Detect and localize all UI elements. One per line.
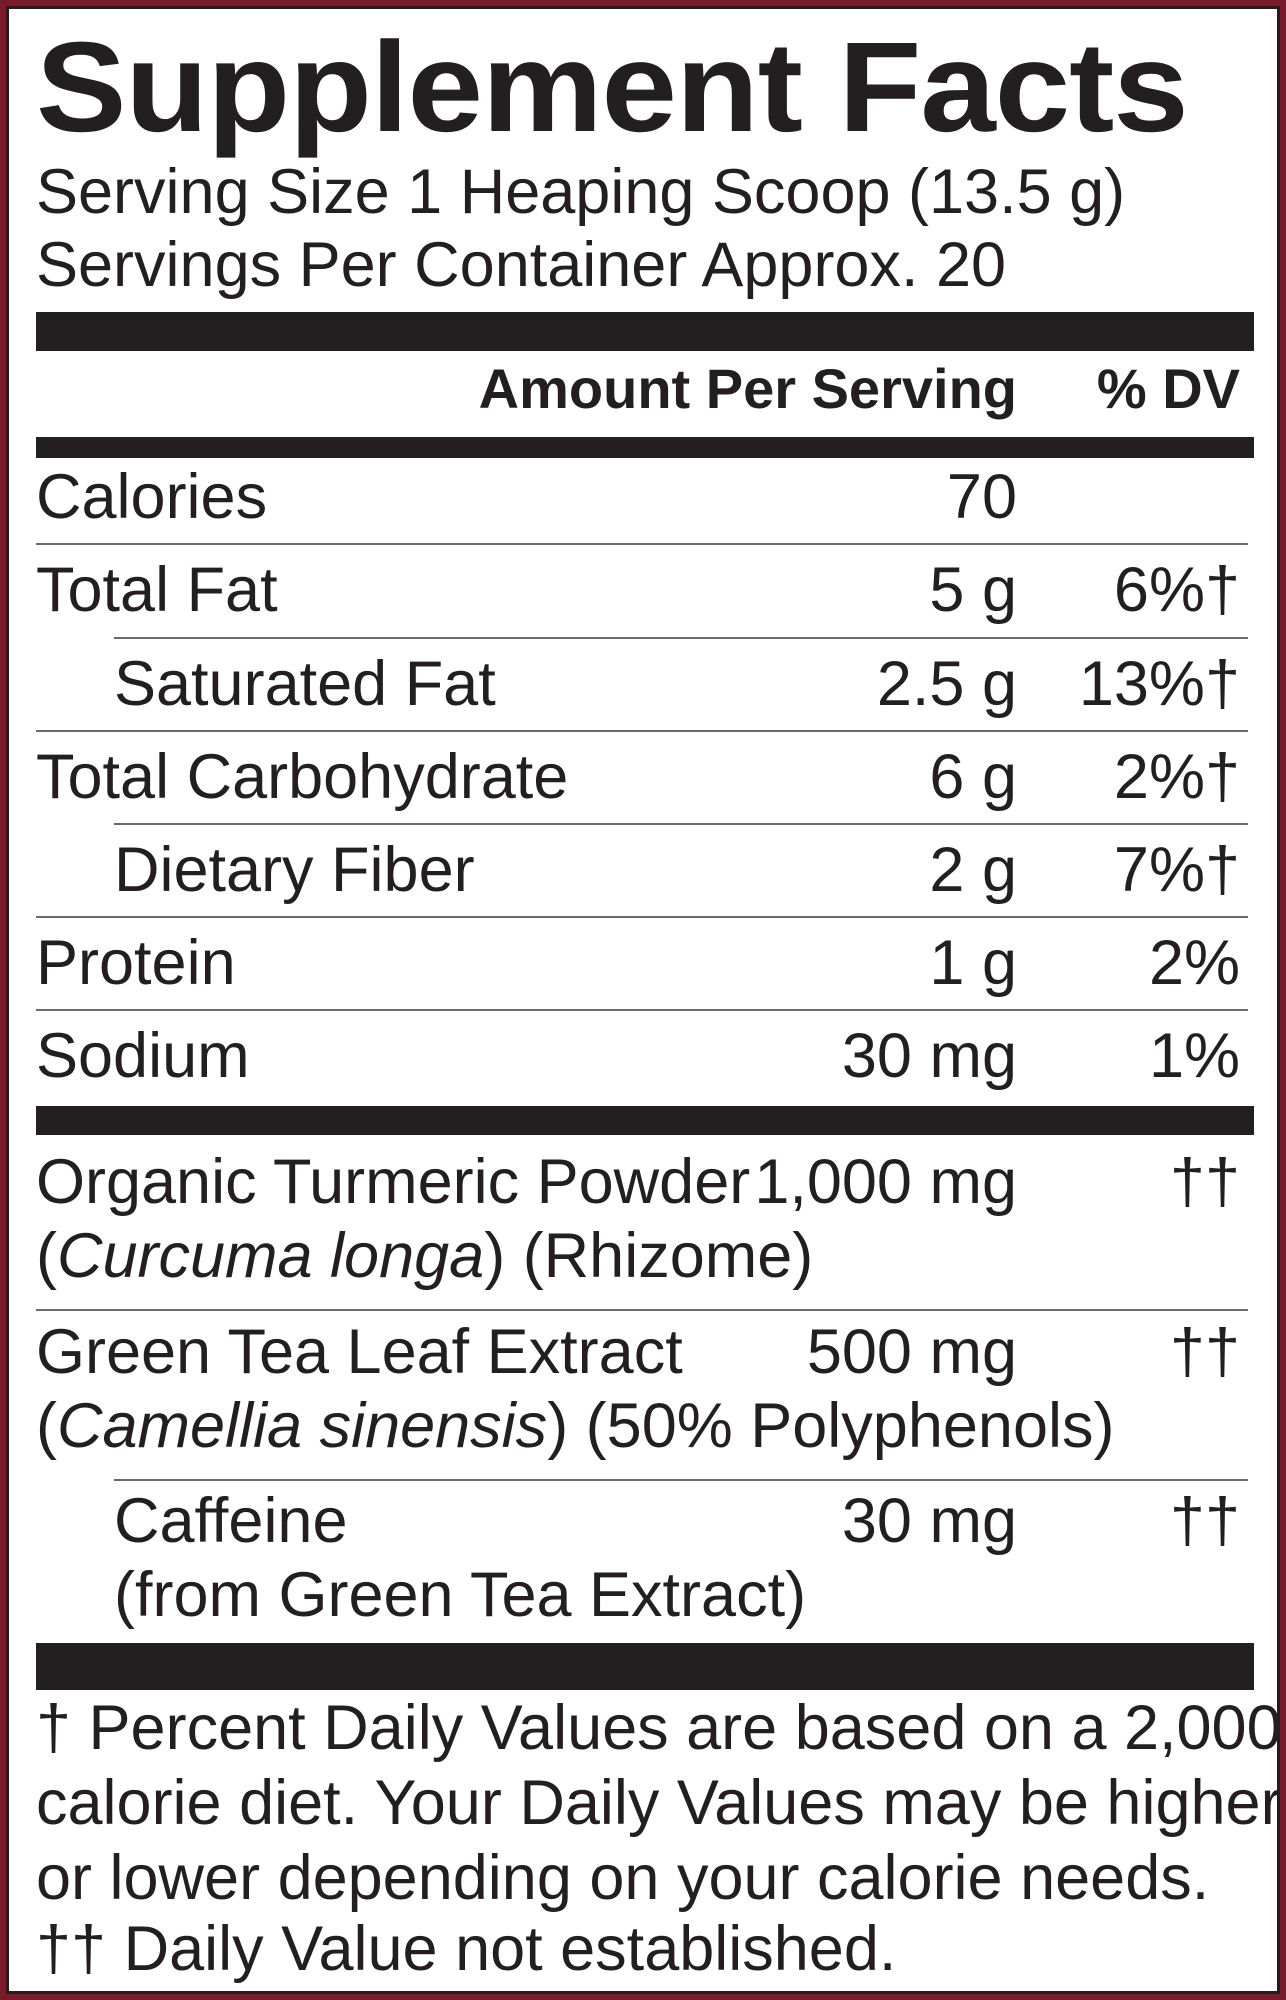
row-divider [36,916,1248,918]
row-divider [114,637,1248,639]
nutrient-amount: 70 [946,462,1017,532]
ingredient-amount: 30 mg [841,1486,1017,1556]
row-divider [36,543,1248,545]
ingredient-source: (Camellia sinensis) (50% Polyphenols) [36,1391,1115,1461]
ingredient-detail: (Rhizome) [522,1221,814,1291]
ingredient-dv: †† [1169,1147,1240,1217]
ingredient-name: Green Tea Leaf Extract [36,1317,683,1387]
nutrient-dv: 1% [1148,1021,1240,1091]
nutrient-dv: 2% [1148,928,1240,998]
nutrient-name: Protein [36,928,236,998]
nutrient-dv: 7%† [1113,835,1240,905]
ingredient-name: Organic Turmeric Powder [36,1147,751,1217]
ingredient-amount: 1,000 mg [754,1147,1017,1217]
ingredient-name: Caffeine [114,1486,348,1556]
nutrient-amount: 5 g [929,555,1017,625]
footnote-line: † Percent Daily Values are based on a 2,… [36,1693,1282,1763]
serving-size: Serving Size 1 Heaping Scoop (13.5 g) [36,157,1126,227]
servings-per-container: Servings Per Container Approx. 20 [36,230,1007,300]
ingredient-dv: †† [1169,1317,1240,1387]
nutrient-amount: 6 g [929,742,1017,812]
nutrient-amount: 30 mg [841,1021,1017,1091]
ingredient-detail: (50% Polyphenols) [585,1391,1115,1461]
thick-divider [36,1106,1254,1135]
nutrient-name: Saturated Fat [114,649,496,719]
nutrient-name: Total Fat [36,555,278,625]
row-divider [36,1309,1248,1311]
nutrient-amount: 1 g [929,928,1017,998]
nutrient-amount: 2.5 g [876,649,1017,719]
nutrient-name: Sodium [36,1021,250,1091]
row-divider [114,1479,1248,1481]
medium-divider [36,437,1254,458]
row-divider [36,1009,1248,1011]
thick-divider [36,312,1254,351]
ingredient-detail: (from Green Tea Extract) [114,1560,807,1630]
footnote-line: †† Daily Value not established. [36,1914,897,1984]
label-title: Supplement Facts [36,16,1189,159]
ingredient-source: (Curcuma longa) (Rhizome) [36,1221,814,1291]
amount-header: Amount Per Serving [478,357,1017,420]
nutrient-dv: 13%† [1078,649,1240,719]
nutrient-name: Dietary Fiber [114,835,475,905]
footnote-line: or lower depending on your calorie needs… [36,1843,1210,1913]
nutrient-dv: 2%† [1113,742,1240,812]
nutrient-amount: 2 g [929,835,1017,905]
ingredient-amount: 500 mg [806,1317,1017,1387]
latin-name: Camellia sinensis [56,1391,548,1461]
dv-header: % DV [1096,357,1240,420]
row-divider [114,823,1248,825]
nutrient-name: Calories [36,462,268,532]
nutrient-dv: 6%† [1113,555,1240,625]
ingredient-dv: †† [1169,1486,1240,1556]
row-divider [36,730,1248,732]
latin-name: Curcuma longa [56,1221,485,1291]
thick-divider [36,1643,1254,1690]
footnote-line: calorie diet. Your Daily Values may be h… [36,1768,1282,1838]
nutrient-name: Total Carbohydrate [36,742,569,812]
